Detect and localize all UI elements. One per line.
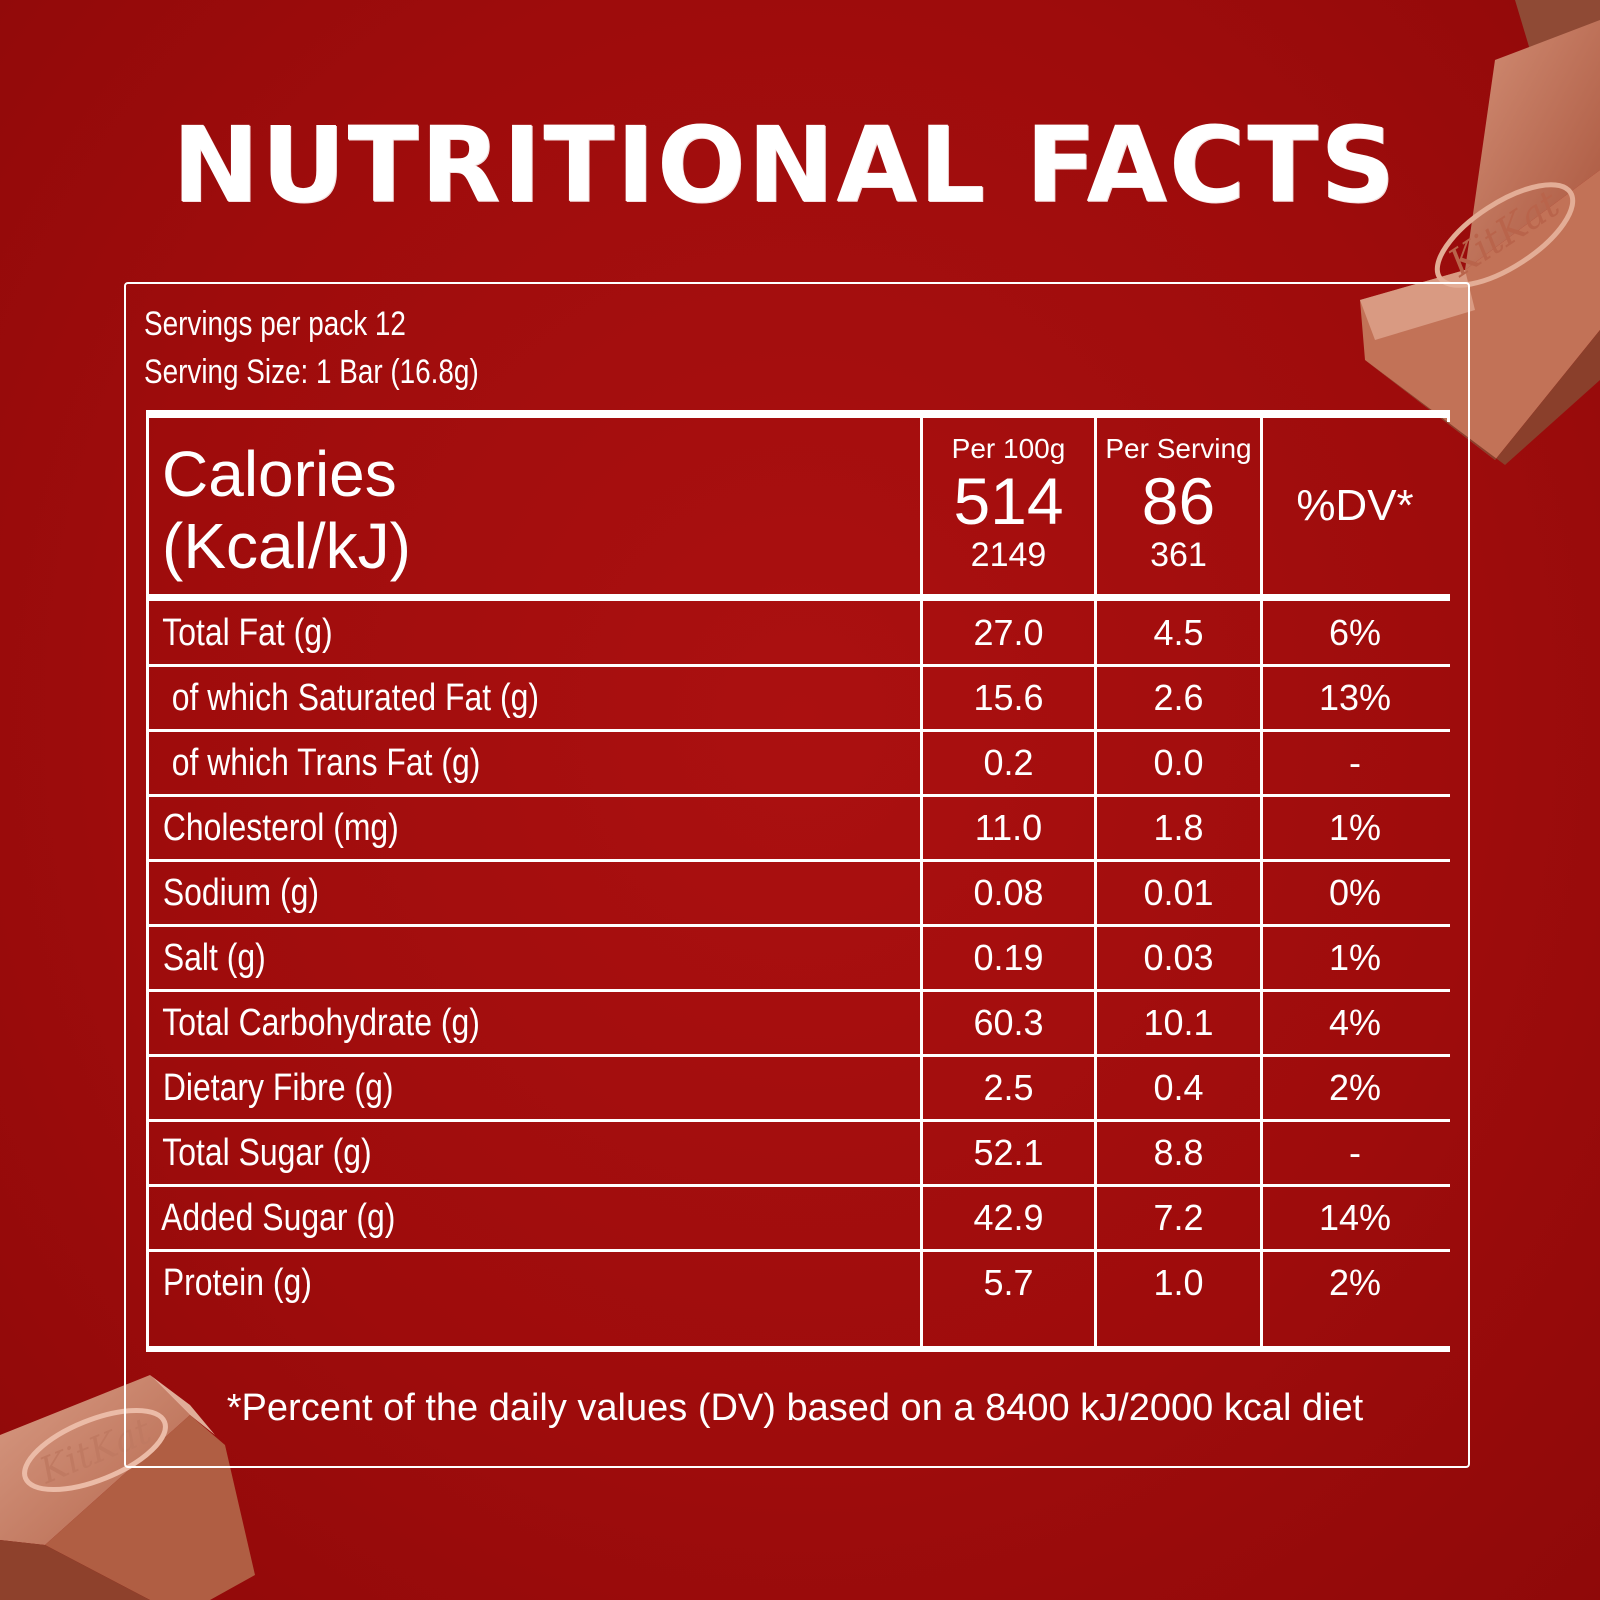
perserving-kcal: 86: [1141, 464, 1216, 538]
table-left-border: [146, 410, 149, 1350]
row-divider: [146, 664, 1450, 667]
perserving-value: 0.01: [1143, 872, 1214, 913]
nutrient-name: Protein (g): [154, 1251, 342, 1315]
nutrient-name: of which Saturated Fat (g): [154, 666, 612, 730]
nutrient-name-text: Salt (g): [154, 936, 266, 979]
nutrient-name-text: Dietary Fibre (g): [154, 1066, 394, 1109]
per100g-value: 0.08: [973, 872, 1044, 913]
page-title: NUTRITIONAL FACTS: [172, 104, 1398, 226]
perserving-value: 0.03: [1143, 937, 1214, 978]
per100g-value: 11.0: [974, 807, 1043, 848]
nutrient-name: Salt (g): [154, 926, 287, 990]
column-divider: [920, 418, 923, 1346]
label-frame: [124, 282, 1470, 1468]
perserving-value: 8.8: [1153, 1132, 1204, 1173]
nutrient-name: Total Carbohydrate (g): [154, 991, 542, 1055]
per100g-value: 0.19: [973, 937, 1044, 978]
table-right-stub: [1447, 410, 1450, 422]
row-divider: [146, 1054, 1450, 1057]
table-bottom-rule: [146, 1346, 1450, 1352]
nutrient-name: Added Sugar (g): [154, 1186, 441, 1250]
dv-header: %DV*: [1296, 481, 1414, 530]
column-divider: [1094, 418, 1097, 1346]
dv-value: -: [1349, 1132, 1361, 1173]
row-divider: [146, 1119, 1450, 1122]
calories-label-line1: Calories: [162, 438, 397, 510]
nutrient-name: Total Fat (g): [154, 601, 367, 665]
dv-value: 2%: [1328, 1262, 1382, 1303]
dv-value: 0%: [1328, 872, 1382, 913]
nutrient-name: Cholesterol (mg): [154, 796, 445, 860]
nutrient-name-text: of which Trans Fat (g): [154, 741, 481, 784]
nutrient-name-text: Cholesterol (mg): [154, 806, 399, 849]
per100g-value: 42.9: [973, 1197, 1044, 1238]
nutrient-name-text: Added Sugar (g): [154, 1196, 396, 1239]
per100g-kj: 2149: [970, 536, 1047, 574]
per100g-value: 2.5: [983, 1067, 1034, 1108]
nutrient-name-text: Total Carbohydrate (g): [154, 1001, 480, 1044]
row-divider: [146, 1249, 1450, 1252]
per100g-value: 0.2: [983, 742, 1034, 783]
servings-per-pack: Servings per pack 12: [144, 305, 406, 343]
nutrient-name-text: Total Sugar (g): [154, 1131, 372, 1174]
perserving-value: 7.2: [1153, 1197, 1204, 1238]
nutrient-name-text: Sodium (g): [154, 871, 319, 914]
calories-label: Calories (Kcal/kJ): [162, 438, 862, 582]
dv-value: -: [1349, 742, 1361, 783]
dv-value: 4%: [1328, 1002, 1382, 1043]
perserving-value: 0.4: [1153, 1067, 1204, 1108]
per100g-header: Per 100g 514 2149: [923, 432, 1094, 574]
kitkat-bar-bottom-left-image: KitKat: [0, 1375, 255, 1600]
perserving-value: 4.5: [1153, 612, 1204, 653]
perserving-label: Per Serving: [1105, 433, 1252, 464]
row-divider: [146, 989, 1450, 992]
dv-value: 13%: [1318, 677, 1392, 718]
dv-value: 1%: [1328, 937, 1382, 978]
perserving-value: 0.0: [1153, 742, 1204, 783]
perserving-value: 1.8: [1153, 807, 1204, 848]
per100g-value: 60.3: [973, 1002, 1044, 1043]
nutrient-name-text: of which Saturated Fat (g): [154, 676, 539, 719]
header-separator: [146, 594, 1450, 601]
nutrient-name-text: Protein (g): [154, 1261, 312, 1304]
row-divider: [146, 729, 1450, 732]
dv-value: 1%: [1328, 807, 1382, 848]
table-top-rule: [146, 410, 1450, 418]
per100g-label: Per 100g: [951, 433, 1066, 464]
dv-value: 2%: [1328, 1067, 1382, 1108]
kitkat-bar-top-right-image: KitKat: [1360, 0, 1600, 465]
nutrient-name: of which Trans Fat (g): [154, 731, 543, 795]
per100g-value: 27.0: [973, 612, 1044, 653]
serving-info: Servings per pack 12 Serving Size: 1 Bar…: [144, 300, 844, 396]
row-divider: [146, 859, 1450, 862]
perserving-kj: 361: [1150, 536, 1207, 574]
perserving-value: 2.6: [1153, 677, 1204, 718]
per100g-value: 15.6: [973, 677, 1044, 718]
nutrient-name: Sodium (g): [154, 861, 350, 925]
column-divider: [1260, 418, 1263, 1346]
nutrition-table: Calories (Kcal/kJ) Per 100g 514 2149 Per…: [146, 410, 1450, 1352]
per100g-value: 5.7: [983, 1262, 1034, 1303]
per100g-value: 52.1: [973, 1132, 1044, 1173]
nutrient-name: Total Sugar (g): [154, 1121, 413, 1185]
dv-value: 14%: [1318, 1197, 1392, 1238]
perserving-value: 10.1: [1143, 1002, 1214, 1043]
nutrient-name-text: Total Fat (g): [154, 611, 333, 654]
calories-label-line2: (Kcal/kJ): [162, 510, 411, 582]
dv-value: 6%: [1328, 612, 1382, 653]
footnote: *Percent of the daily values (DV) based …: [226, 1387, 1364, 1429]
row-divider: [146, 1184, 1450, 1187]
nutrient-name: Dietary Fibre (g): [154, 1056, 439, 1120]
perserving-value: 1.0: [1153, 1262, 1204, 1303]
row-divider: [146, 794, 1450, 797]
row-divider: [146, 924, 1450, 927]
serving-size: Serving Size: 1 Bar (16.8g): [144, 353, 479, 391]
perserving-header: Per Serving 86 361: [1097, 432, 1260, 574]
per100g-kcal: 514: [953, 464, 1064, 538]
